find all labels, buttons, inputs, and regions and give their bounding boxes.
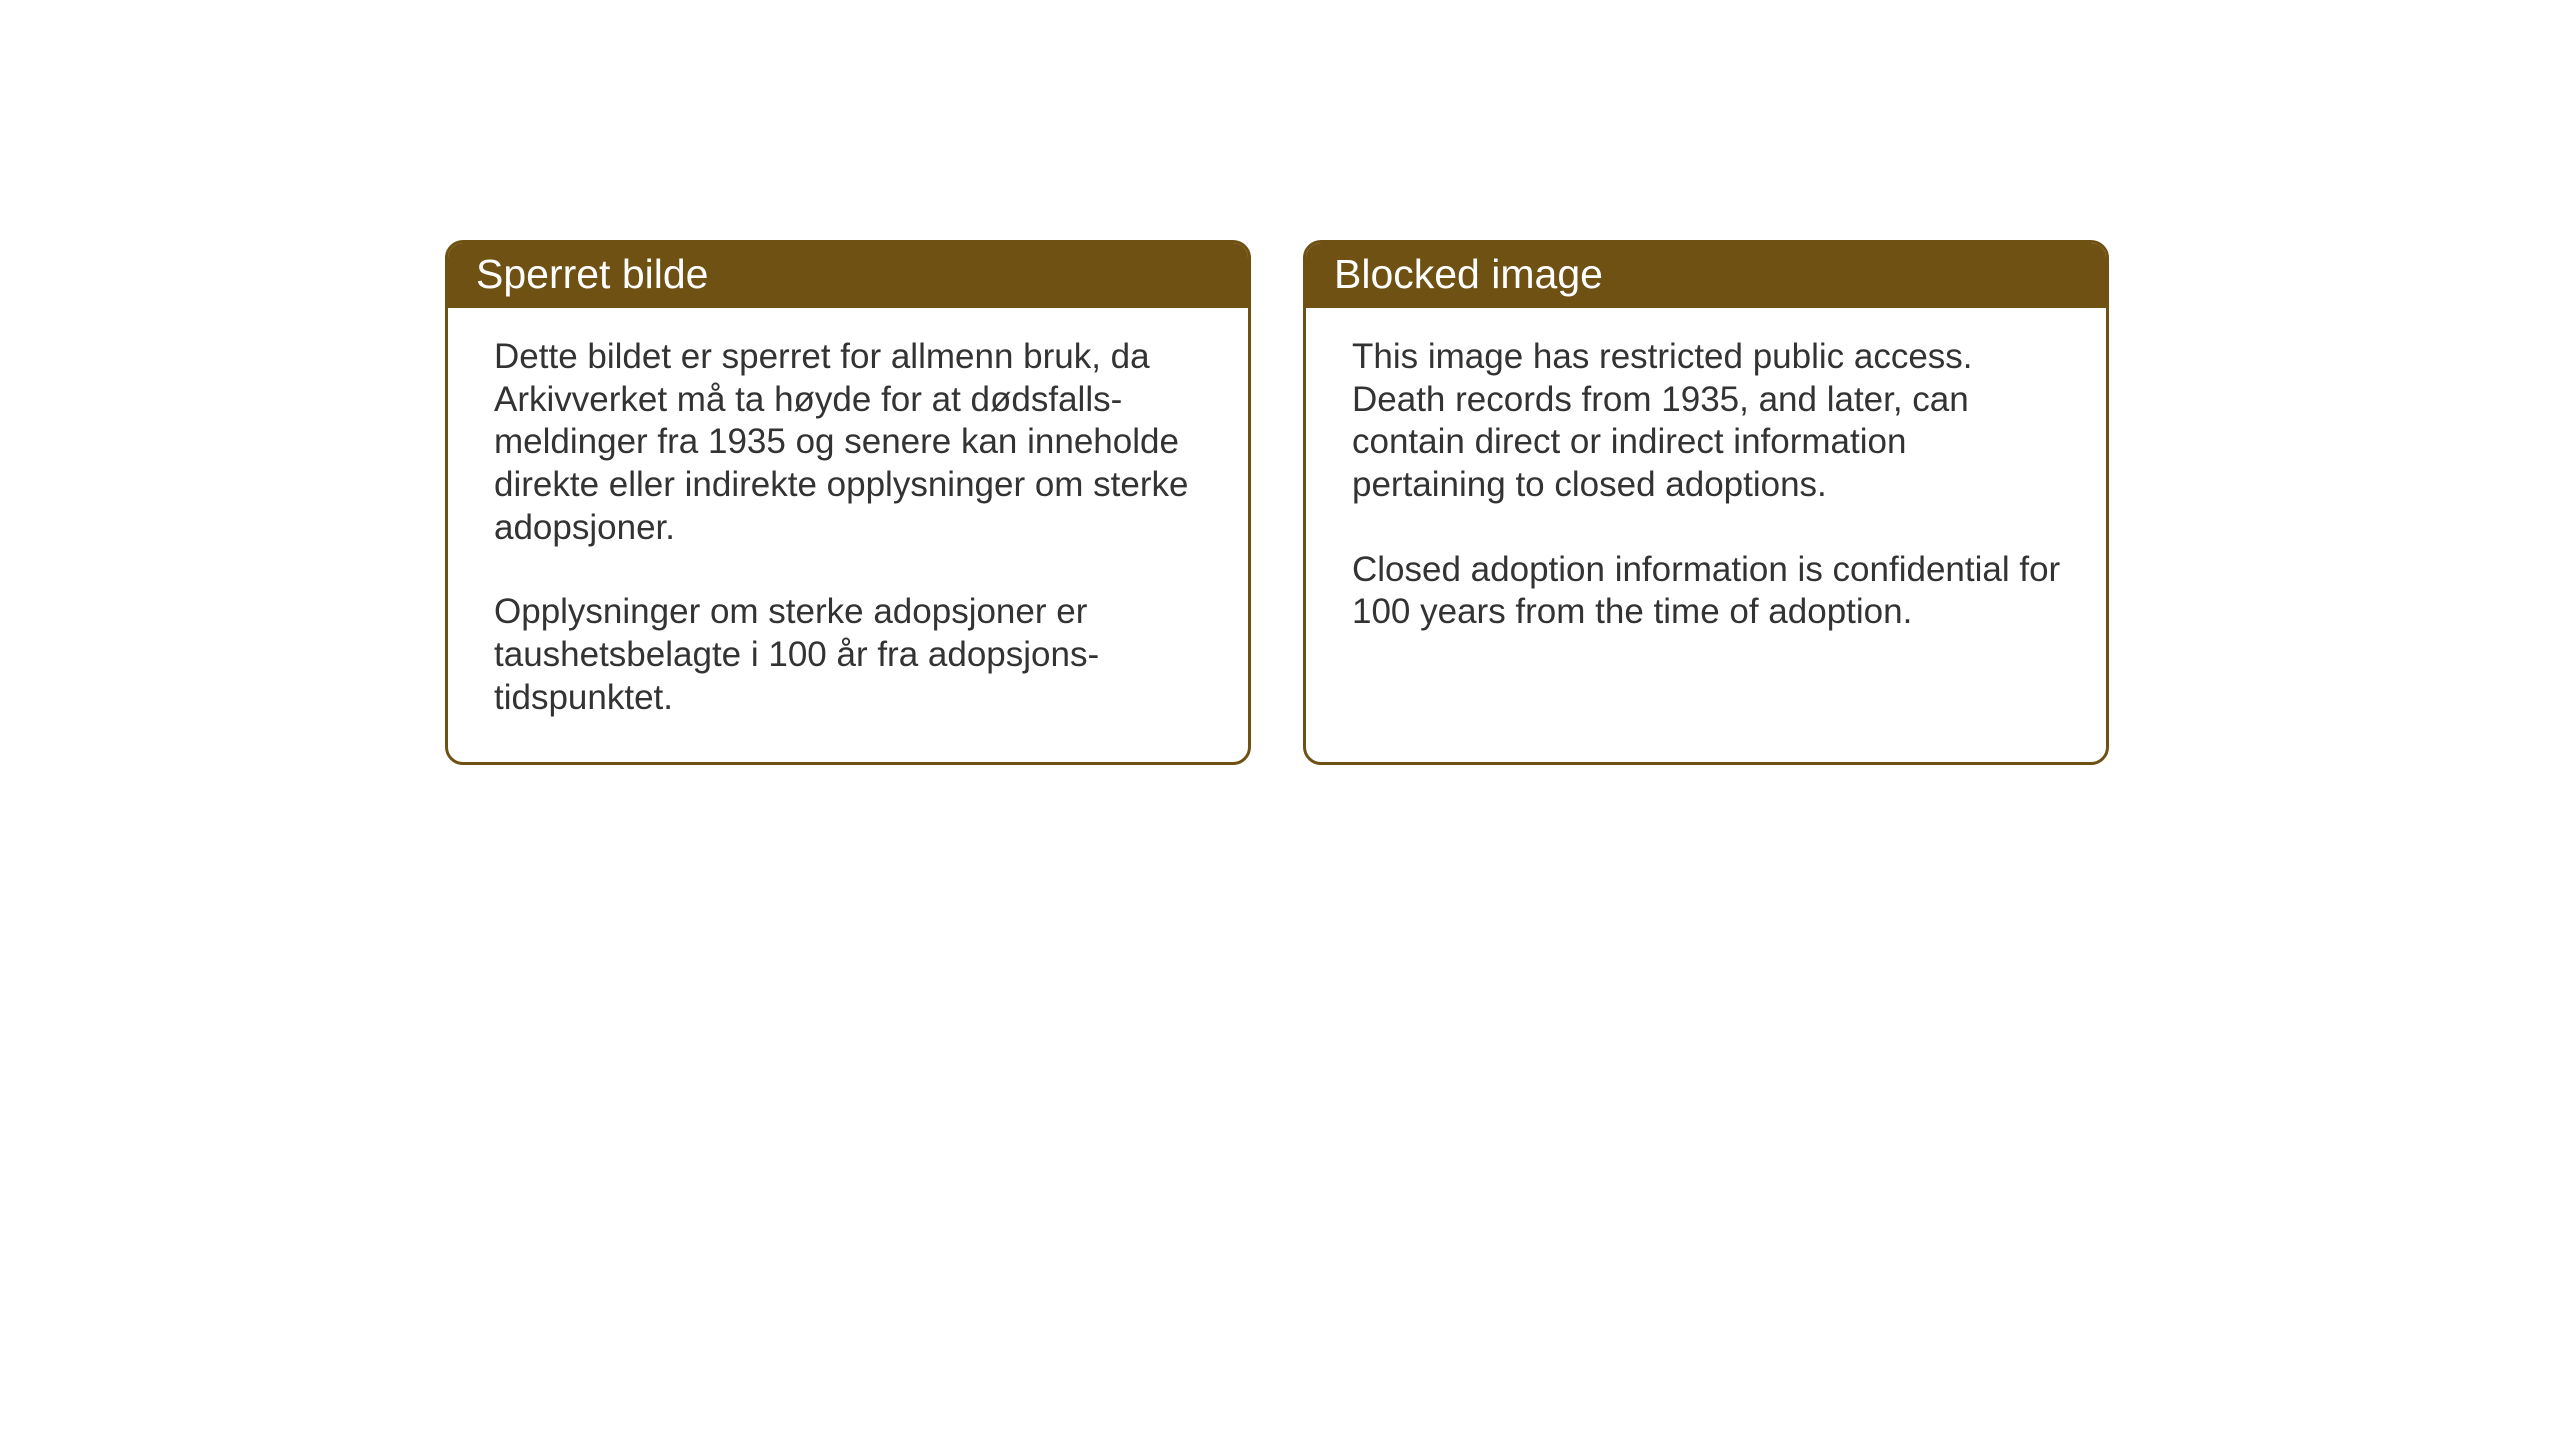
notice-paragraph: Opplysninger om sterke adopsjoner er tau…	[494, 591, 1206, 719]
notice-paragraph: Closed adoption information is confident…	[1352, 549, 2064, 634]
notice-paragraph: Dette bildet er sperret for allmenn bruk…	[494, 336, 1206, 549]
notice-header-norwegian: Sperret bilde	[448, 243, 1248, 308]
notice-paragraph: This image has restricted public access.…	[1352, 336, 2064, 507]
notice-header-english: Blocked image	[1306, 243, 2106, 308]
notice-body-english: This image has restricted public access.…	[1306, 308, 2106, 754]
notice-card-english: Blocked image This image has restricted …	[1303, 240, 2109, 765]
notice-body-norwegian: Dette bildet er sperret for allmenn bruk…	[448, 308, 1248, 762]
notice-card-norwegian: Sperret bilde Dette bildet er sperret fo…	[445, 240, 1251, 765]
notice-container: Sperret bilde Dette bildet er sperret fo…	[445, 240, 2109, 765]
